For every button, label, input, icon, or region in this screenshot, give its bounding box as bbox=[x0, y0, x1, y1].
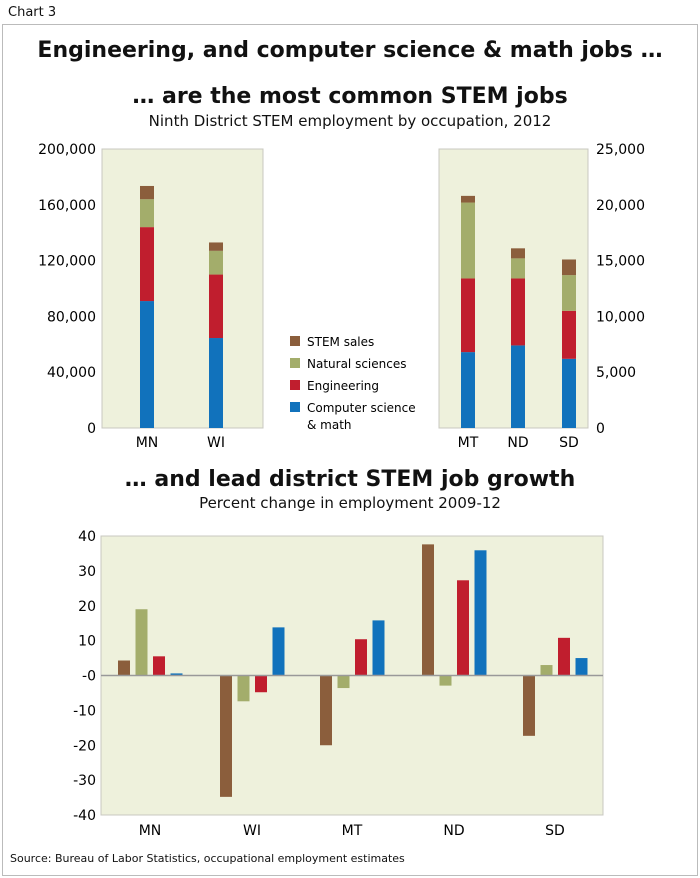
bar-SD-computer-science-math bbox=[562, 358, 576, 428]
y-tick-label: -30 bbox=[73, 773, 96, 789]
subtitle-bottom: Percent change in employment 2009-12 bbox=[199, 494, 501, 512]
x-tick-label: MT bbox=[342, 823, 363, 839]
bar-ND-natural-sciences bbox=[439, 675, 452, 686]
title-bottom: … and lead district STEM job growth bbox=[124, 467, 576, 492]
x-tick-label: SD bbox=[545, 823, 565, 839]
y-tick-label: 160,000 bbox=[38, 198, 96, 214]
y-tick-label: 200,000 bbox=[38, 142, 96, 158]
bar-SD-engineering bbox=[562, 310, 576, 359]
y-tick-label: 40 bbox=[78, 529, 96, 545]
bar-ND-engineering bbox=[511, 278, 525, 346]
bar-SD-stem-sales bbox=[562, 259, 576, 276]
bar-MT-natural-sciences bbox=[461, 202, 475, 279]
bar-MT-engineering bbox=[355, 639, 367, 676]
y-tick-label: 15,000 bbox=[596, 254, 645, 270]
legend-swatch bbox=[290, 380, 300, 390]
bar-WI-engineering bbox=[255, 675, 267, 693]
x-tick-label: SD bbox=[559, 435, 579, 451]
bar-ND-computer-science-math bbox=[474, 550, 487, 676]
bar-MT-computer-science-math bbox=[372, 620, 385, 676]
bar-WI-natural-sciences bbox=[209, 250, 223, 275]
legend-label: Computer science bbox=[307, 401, 416, 415]
y-tick-label: 20,000 bbox=[596, 198, 645, 214]
bar-WI-natural-sciences bbox=[237, 675, 250, 702]
bar-WI-engineering bbox=[209, 274, 223, 339]
bar-ND-stem-sales bbox=[511, 248, 525, 259]
y-tick-label: 40,000 bbox=[47, 365, 96, 381]
x-tick-label: ND bbox=[507, 435, 528, 451]
bar-MN-natural-sciences bbox=[135, 609, 148, 676]
y-tick-label: 5,000 bbox=[596, 365, 636, 381]
legend-swatch bbox=[290, 402, 300, 412]
bar-MN-stem-sales bbox=[140, 185, 154, 200]
y-tick-label: 0 bbox=[87, 421, 96, 437]
bar-ND-engineering bbox=[457, 580, 469, 676]
x-tick-label: MN bbox=[136, 435, 159, 451]
legend-swatch bbox=[290, 358, 300, 368]
bar-MT-computer-science-math bbox=[461, 352, 475, 428]
bar-MN-computer-science-math bbox=[170, 673, 183, 676]
bar-MN-engineering bbox=[140, 227, 154, 302]
bar-SD-computer-science-math bbox=[575, 658, 588, 676]
legend-label: Engineering bbox=[307, 379, 379, 393]
legend-label: & math bbox=[307, 418, 352, 432]
y-tick-label: -0 bbox=[82, 669, 96, 685]
y-tick-label: 120,000 bbox=[38, 254, 96, 270]
bar-ND-computer-science-math bbox=[511, 345, 525, 428]
y-tick-label: -40 bbox=[73, 808, 96, 824]
y-tick-label: 20 bbox=[78, 599, 96, 615]
x-tick-label: MT bbox=[458, 435, 479, 451]
x-tick-label: WI bbox=[207, 435, 225, 451]
bar-SD-engineering bbox=[558, 637, 570, 676]
source-note: Source: Bureau of Labor Statistics, occu… bbox=[10, 852, 405, 865]
bar-SD-stem-sales bbox=[523, 675, 535, 736]
legend-label: STEM sales bbox=[307, 335, 374, 349]
title-line1: Engineering, and computer science & math… bbox=[37, 38, 663, 63]
bar-MT-natural-sciences bbox=[337, 675, 350, 689]
y-tick-label: 0 bbox=[596, 421, 605, 437]
bar-ND-stem-sales bbox=[422, 544, 434, 676]
subtitle-top: Ninth District STEM employment by occupa… bbox=[148, 112, 552, 130]
bar-MN-stem-sales bbox=[118, 660, 130, 676]
bar-WI-computer-science-math bbox=[209, 338, 223, 428]
y-tick-label: 30 bbox=[78, 564, 96, 580]
bar-MT-stem-sales bbox=[320, 675, 332, 746]
chart-frame bbox=[2, 24, 698, 876]
y-tick-label: 10 bbox=[78, 634, 96, 650]
bar-MT-stem-sales bbox=[461, 195, 475, 203]
y-tick-label: -10 bbox=[73, 703, 96, 719]
bar-SD-natural-sciences bbox=[562, 275, 576, 311]
y-tick-label: 25,000 bbox=[596, 142, 645, 158]
bar-SD-natural-sciences bbox=[540, 665, 553, 676]
bar-MN-natural-sciences bbox=[140, 199, 154, 228]
x-tick-label: WI bbox=[243, 823, 261, 839]
y-tick-label: 10,000 bbox=[596, 309, 645, 325]
bar-MN-engineering bbox=[153, 656, 165, 676]
bar-WI-computer-science-math bbox=[272, 627, 285, 676]
bar-WI-stem-sales bbox=[209, 242, 223, 251]
bar-WI-stem-sales bbox=[220, 675, 232, 797]
legend-label: Natural sciences bbox=[307, 357, 406, 371]
title-line2: … are the most common STEM jobs bbox=[132, 84, 568, 109]
legend-swatch bbox=[290, 336, 300, 346]
x-tick-label: ND bbox=[443, 823, 464, 839]
bar-MN-computer-science-math bbox=[140, 301, 154, 428]
y-tick-label: -20 bbox=[73, 738, 96, 754]
bar-MT-engineering bbox=[461, 278, 475, 353]
plot-area bbox=[101, 148, 264, 429]
bar-ND-natural-sciences bbox=[511, 258, 525, 279]
x-tick-label: MN bbox=[139, 823, 162, 839]
chart-label: Chart 3 bbox=[8, 5, 57, 20]
y-tick-label: 80,000 bbox=[47, 309, 96, 325]
